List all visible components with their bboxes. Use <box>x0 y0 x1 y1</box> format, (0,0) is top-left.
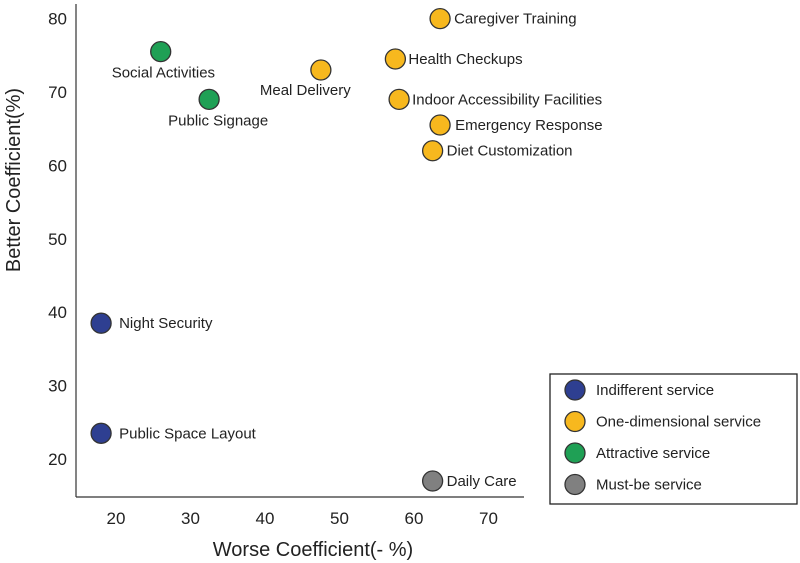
legend-marker <box>564 442 586 464</box>
x-tick-label: 60 <box>405 509 424 528</box>
legend-marker <box>564 379 586 401</box>
y-axis-title: Better Coefficient(%) <box>3 88 25 272</box>
x-tick-labels: 20 30 40 50 60 70 <box>107 509 498 528</box>
x-axis-title: Worse Coefficient(- %) <box>213 539 413 561</box>
y-tick-labels: 20 30 40 50 60 70 80 <box>48 10 67 469</box>
x-tick-label: 50 <box>330 509 349 528</box>
data-point-label: Social Activities <box>112 65 215 82</box>
data-point <box>429 7 451 30</box>
x-tick-label: 40 <box>256 509 275 528</box>
data-point <box>384 48 407 70</box>
legend-marker <box>564 410 586 433</box>
legend-marker <box>564 473 586 496</box>
y-tick-label: 30 <box>48 377 67 396</box>
axes <box>75 4 524 498</box>
legend-entry-label: Indifferent service <box>596 382 714 399</box>
y-tick-label: 60 <box>48 156 67 175</box>
x-tick-label: 20 <box>107 509 126 528</box>
data-point-label: Caregiver Training <box>454 11 577 28</box>
data-point <box>310 59 332 81</box>
data-point <box>150 40 172 63</box>
data-point <box>198 88 220 110</box>
x-tick-label: 30 <box>181 509 200 528</box>
data-point <box>90 422 112 444</box>
data-points: Night Security Public Space Layout Caregiv… <box>90 7 603 492</box>
data-point-label: Emergency Response <box>455 117 603 134</box>
data-point-label: Health Checkups <box>408 51 522 68</box>
legend-entry-label: Attractive service <box>596 445 710 462</box>
legend-box <box>549 373 798 505</box>
legend: Indifferent service One-dimensional servi… <box>549 373 798 505</box>
data-point-label: Diet Customization <box>447 143 573 160</box>
y-tick-label: 70 <box>48 83 67 102</box>
y-tick-label: 80 <box>48 10 67 29</box>
data-point-label: Night Security <box>119 315 213 332</box>
data-point <box>90 312 112 334</box>
data-point-label: Meal Delivery <box>260 82 351 99</box>
data-point <box>421 470 444 492</box>
data-point-label: Public Space Layout <box>119 425 257 442</box>
data-point <box>421 140 444 162</box>
data-point-label: Public Signage <box>168 112 268 129</box>
data-point <box>429 114 451 136</box>
y-tick-label: 50 <box>48 230 67 249</box>
data-point-label: Daily Care <box>447 473 517 490</box>
x-tick-label: 70 <box>479 509 498 528</box>
y-tick-label: 20 <box>48 450 67 469</box>
data-point-label: Indoor Accessibility Facilities <box>412 91 602 108</box>
data-point <box>388 88 410 110</box>
legend-entry-label: One-dimensional service <box>596 414 761 431</box>
y-tick-label: 40 <box>48 303 67 322</box>
legend-entry-label: Must-be service <box>596 477 702 494</box>
